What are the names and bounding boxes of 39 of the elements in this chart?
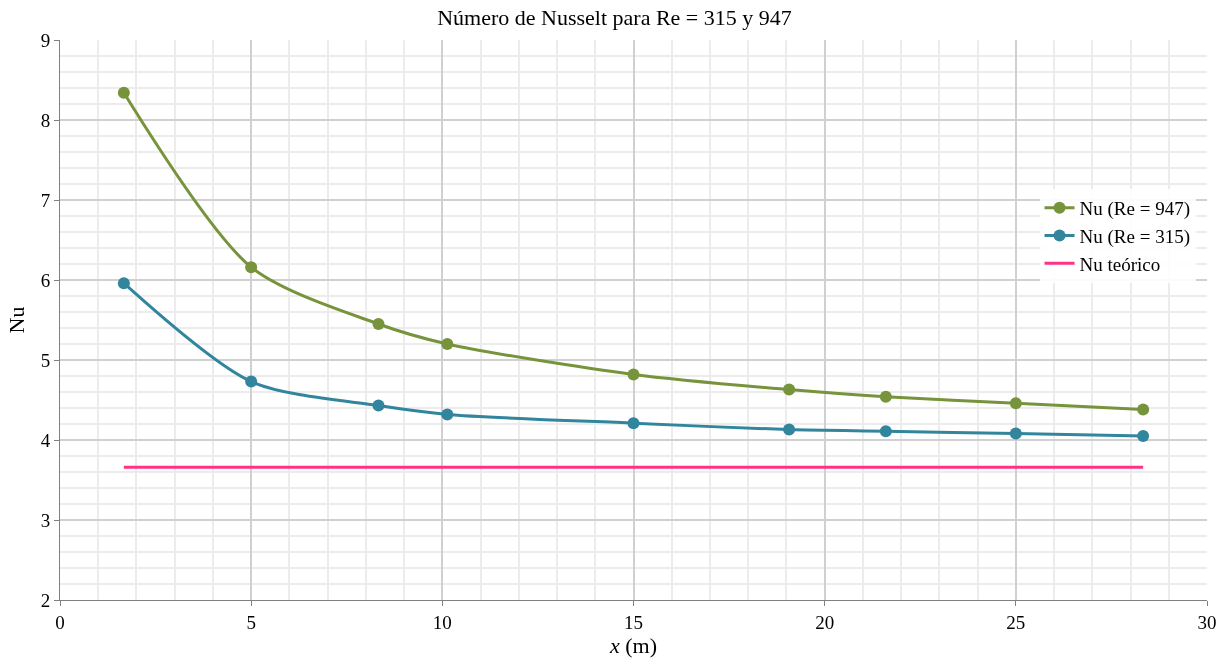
point [1137,403,1150,416]
x-tick-label: 0 [55,611,65,633]
point [783,423,796,436]
point [879,425,892,438]
point [627,417,640,430]
point [117,277,130,290]
point [372,399,385,412]
point [879,390,892,403]
y-tick-label: 5 [40,349,51,371]
x-tick-label: 20 [815,611,835,633]
y-tick-label: 9 [40,29,51,51]
y-tick-label: 6 [40,269,51,291]
point [117,86,130,99]
point [372,318,385,330]
y-tick-label: 4 [40,429,51,451]
legend-label: Nu (Re = 315) [1079,225,1190,248]
chart-title: Número de Nusselt para Re = 315 y 947 [437,5,792,31]
y-tick-label: 2 [40,589,51,611]
point [245,375,258,388]
y-axis-title: Nu [3,306,29,334]
x-tick-label: 5 [246,611,256,633]
point [245,261,258,274]
point [1009,397,1022,410]
point [441,338,454,350]
point [441,408,454,421]
point [783,383,796,396]
x-axis-title: x (m) [608,632,658,658]
y-tick-label: 8 [40,109,51,131]
x-tick-label: 15 [624,611,643,633]
x-tick-label: 30 [1197,611,1217,633]
x-tick-label: 25 [1006,611,1026,633]
y-tick-label: 7 [40,189,51,211]
point [1009,427,1022,440]
legend-label: Nu teórico [1079,253,1161,275]
y-tick-label: 3 [40,509,51,531]
legend-label: Nu (Re = 947) [1079,198,1190,221]
x-tick-label: 10 [432,611,452,633]
point [627,368,640,381]
point [1137,430,1150,442]
